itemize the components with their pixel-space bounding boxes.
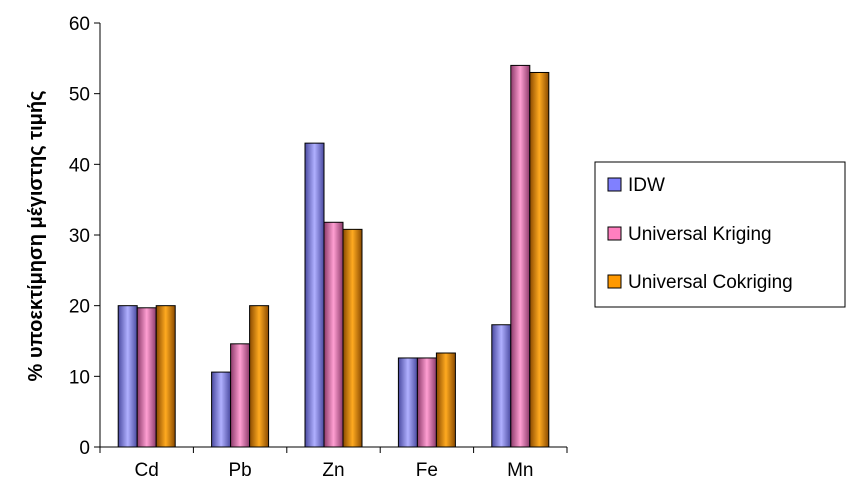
x-ticks: Cd Pb Zn Fe Mn — [99, 447, 568, 481]
y-tick-label: 20 — [69, 297, 90, 318]
y-tick-label: 60 — [69, 14, 90, 35]
y-tick-label: 10 — [69, 367, 90, 388]
legend-label-idw: IDW — [628, 175, 665, 196]
legend-swatch-universal-cokriging — [607, 274, 622, 289]
legend-label-universal-cokriging: Universal Cokriging — [628, 272, 793, 293]
y-ticks: 0 10 20 30 40 50 60 — [69, 14, 100, 459]
y-axis-label: % υποεκτίμηση μέγιστης τιμής — [25, 90, 47, 381]
bar-universal-kriging-fe — [416, 357, 437, 448]
y-tick-label: 0 — [79, 438, 90, 459]
legend-swatch-idw — [607, 177, 622, 192]
bar-universal-kriging-pb — [230, 343, 251, 448]
bar-universal-cokriging-pb — [249, 305, 270, 448]
legend-box — [594, 161, 846, 308]
bar-idw-pb — [211, 371, 232, 448]
x-tick-label-fe: Fe — [416, 460, 438, 481]
y-axis-label-group: % υποεκτίμηση μέγιστης τιμής — [25, 90, 47, 381]
bar-idw-zn — [304, 142, 325, 448]
legend-item-idw: IDW — [607, 175, 665, 196]
bar-universal-kriging-zn — [323, 221, 344, 448]
bar-idw-mn — [491, 324, 512, 448]
legend-swatch-universal-kriging — [607, 226, 622, 241]
bar-idw-cd — [117, 305, 138, 448]
legend-item-universal-kriging: Universal Kriging — [607, 224, 772, 245]
bar-universal-cokriging-fe — [435, 352, 456, 448]
bar-universal-cokriging-mn — [529, 71, 550, 448]
x-tick-label-zn: Zn — [322, 460, 344, 481]
x-tick-label-pb: Pb — [228, 460, 251, 481]
bar-universal-kriging-mn — [510, 64, 531, 448]
bar-universal-kriging-cd — [136, 307, 157, 448]
legend: IDW Universal Kriging Universal Cokrigin… — [594, 161, 846, 308]
bar-universal-cokriging-cd — [155, 305, 176, 448]
bars — [117, 64, 550, 448]
y-tick-label: 40 — [69, 155, 90, 176]
x-tick-label-cd: Cd — [135, 460, 159, 481]
x-tick-label-mn: Mn — [507, 460, 533, 481]
y-tick-label: 50 — [69, 85, 90, 106]
legend-item-universal-cokriging: Universal Cokriging — [607, 272, 793, 293]
y-tick-label: 30 — [69, 226, 90, 247]
bar-universal-cokriging-zn — [342, 228, 363, 448]
bar-idw-fe — [397, 357, 418, 448]
legend-label-universal-kriging: Universal Kriging — [628, 224, 772, 245]
